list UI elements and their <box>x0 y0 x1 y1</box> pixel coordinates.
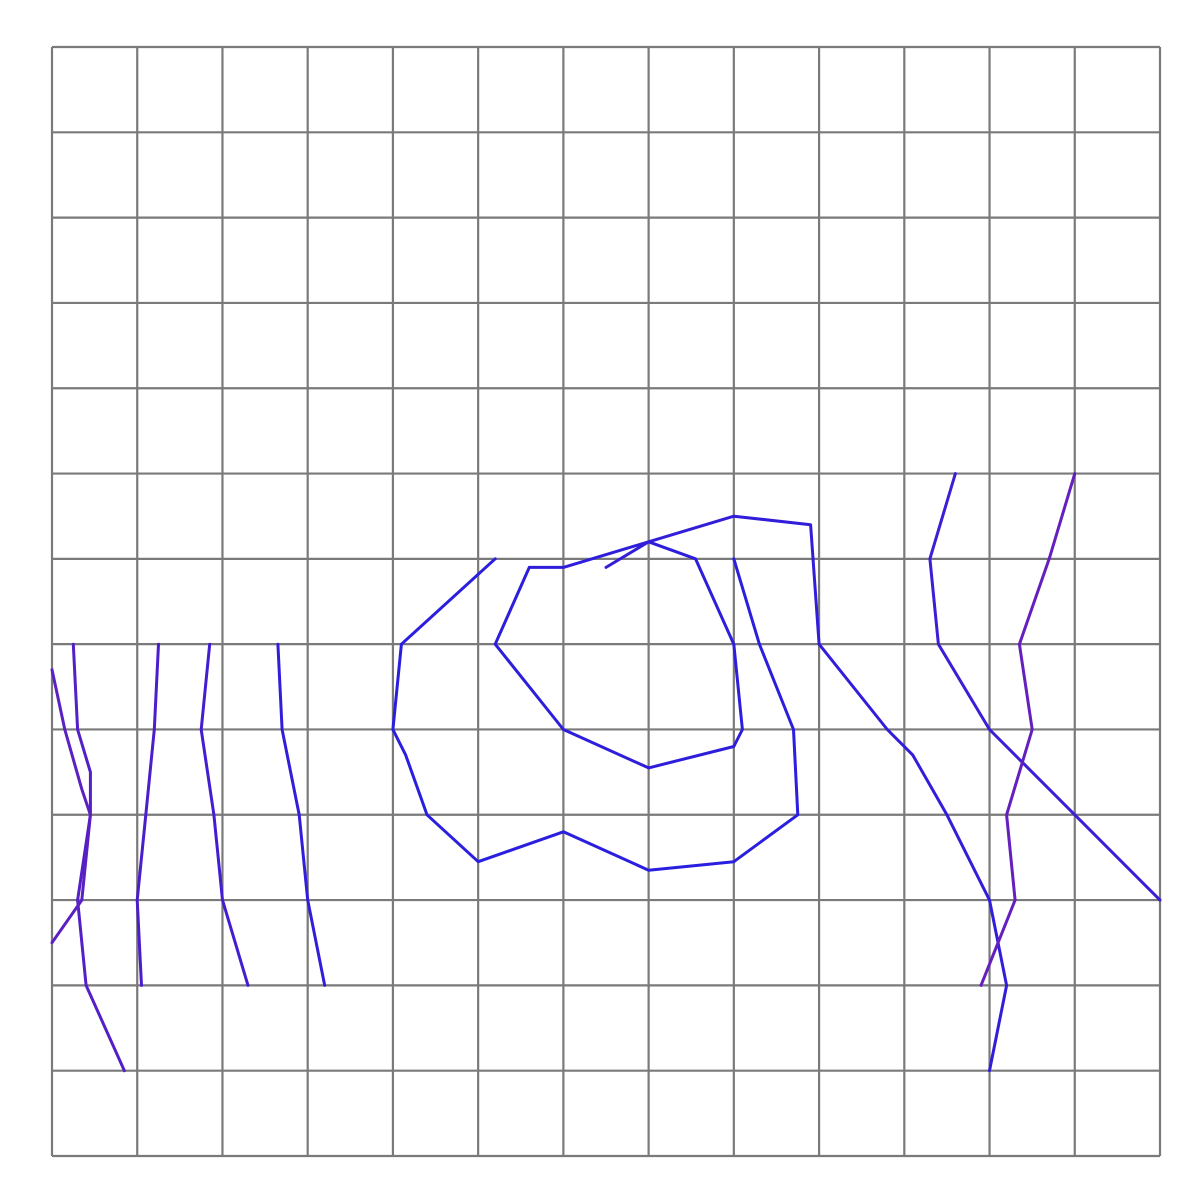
contour-line <box>199 642 250 987</box>
contour-line <box>135 642 160 987</box>
contour-line <box>979 472 1077 987</box>
contour-line <box>50 668 92 945</box>
contour-line <box>276 642 327 987</box>
contour-line <box>928 472 1162 902</box>
contour-line <box>817 642 1009 1073</box>
contour-lines <box>50 472 1162 1073</box>
contour-line <box>604 514 821 646</box>
grid <box>50 45 1162 1158</box>
contour-line <box>391 557 800 872</box>
contour-line <box>493 540 744 770</box>
